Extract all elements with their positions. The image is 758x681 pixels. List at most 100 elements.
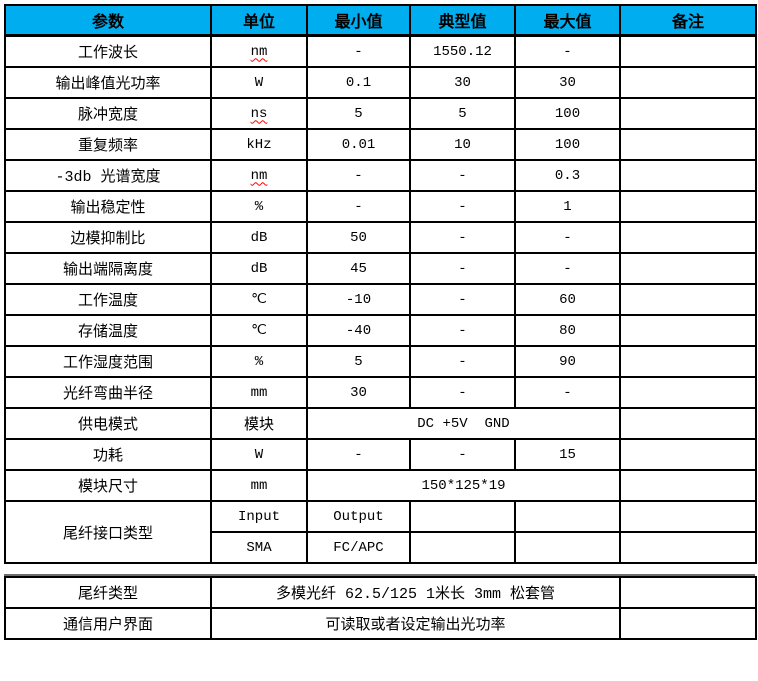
- typ-cell: -: [409, 314, 516, 347]
- merged-value-cell: 150*125*19: [306, 469, 621, 502]
- table-row: 工作湿度范围 % 5 - 90: [4, 345, 757, 378]
- note-cell: [619, 97, 757, 130]
- unit-cell: nm: [210, 34, 308, 68]
- note-cell: [619, 376, 757, 409]
- typ-cell: 5: [409, 97, 516, 130]
- max-cell: 0.3: [514, 159, 621, 192]
- typ-cell: -: [409, 438, 516, 471]
- table-row-interface-1: 尾纤接口类型 Input Output: [4, 500, 757, 564]
- max-cell: -: [514, 376, 621, 409]
- table-row: 重复频率 kHz 0.01 10 100: [4, 128, 757, 161]
- table-row: -3db 光谱宽度 nm - - 0.3: [4, 159, 757, 192]
- max-cell: 100: [514, 128, 621, 161]
- typ-cell: 30: [409, 66, 516, 99]
- unit-cell: dB: [210, 221, 308, 254]
- col-header-typical: 典型值: [409, 4, 516, 37]
- min-cell: -: [306, 159, 411, 192]
- param-cell: 重复频率: [4, 128, 212, 161]
- min-cell: 45: [306, 252, 411, 285]
- unit-cell: 模块: [210, 407, 308, 440]
- param-cell: 脉冲宽度: [4, 97, 212, 130]
- max-cell: -: [514, 252, 621, 285]
- min-cell: -: [306, 190, 411, 223]
- max-cell: -: [514, 34, 621, 68]
- min-cell: -10: [306, 283, 411, 316]
- table-row: 存储温度 ℃ -40 - 80: [4, 314, 757, 347]
- col-header-max: 最大值: [514, 4, 621, 37]
- min-cell: -40: [306, 314, 411, 347]
- param-cell: 光纤弯曲半径: [4, 376, 212, 409]
- unit-cell: kHz: [210, 128, 308, 161]
- typ-cell: -: [409, 376, 516, 409]
- unit-cell: ℃: [210, 314, 308, 347]
- param-cell: -3db 光谱宽度: [4, 159, 212, 192]
- table-row: 输出峰值光功率 W 0.1 30 30: [4, 66, 757, 99]
- header-row: 参数 单位 最小值 典型值 最大值 备注: [4, 4, 757, 37]
- max-cell: 60: [514, 283, 621, 316]
- table-row-power-mode: 供电模式 模块 DC +5V GND: [4, 407, 757, 440]
- unit-cell: mm: [210, 469, 308, 502]
- note-cell: [619, 66, 757, 99]
- typ-cell: -: [409, 283, 516, 316]
- page: 参数 单位 最小值 典型值 最大值 备注 工作波长 nm - 1550.12 -…: [4, 4, 757, 640]
- merged-value-cell: DC +5V GND: [306, 407, 621, 440]
- min-cell: 5: [306, 97, 411, 130]
- param-cell: 供电模式: [4, 407, 212, 440]
- max-cell: 80: [514, 314, 621, 347]
- interface-output-type-cell: FC/APC: [306, 531, 411, 564]
- separator-line: [4, 574, 755, 576]
- min-cell: -: [306, 34, 411, 68]
- unit-cell: %: [210, 345, 308, 378]
- note-cell: [619, 314, 757, 347]
- note-cell: [619, 438, 757, 471]
- typ-cell: 1550.12: [409, 34, 516, 68]
- table-row-module-size: 模块尺寸 mm 150*125*19: [4, 469, 757, 502]
- interface-input-cell: Input: [210, 500, 308, 533]
- note-cell: [619, 190, 757, 223]
- param-cell: 通信用户界面: [4, 607, 212, 640]
- note-cell: [619, 128, 757, 161]
- table-row: 光纤弯曲半径 mm 30 - -: [4, 376, 757, 409]
- table-row-interface-2: SMA FC/APC: [5, 531, 757, 564]
- min-cell: 5: [306, 345, 411, 378]
- max-cell: [514, 531, 621, 564]
- unit-cell: W: [210, 438, 308, 471]
- spec-table: 参数 单位 最小值 典型值 最大值 备注 工作波长 nm - 1550.12 -…: [4, 4, 757, 564]
- note-cell: [619, 607, 757, 640]
- table-row-pigtail-type: 尾纤类型 多模光纤 62.5/125 1米长 3mm 松套管: [4, 576, 757, 609]
- min-cell: 0.1: [306, 66, 411, 99]
- param-cell: 尾纤接口类型: [4, 500, 212, 564]
- table-row: 脉冲宽度 ns 5 5 100: [4, 97, 757, 130]
- param-cell: 输出端隔离度: [4, 252, 212, 285]
- note-cell: [619, 345, 757, 378]
- typ-cell: 10: [409, 128, 516, 161]
- min-cell: -: [306, 438, 411, 471]
- table-row: 输出端隔离度 dB 45 - -: [4, 252, 757, 285]
- pigtail-info-table: 尾纤类型 多模光纤 62.5/125 1米长 3mm 松套管 通信用户界面 可读…: [4, 576, 757, 640]
- col-header-parameter: 参数: [4, 4, 212, 37]
- max-cell: 30: [514, 66, 621, 99]
- param-cell: 输出峰值光功率: [4, 66, 212, 99]
- table-row: 工作温度 ℃ -10 - 60: [4, 283, 757, 316]
- unit-cell: W: [210, 66, 308, 99]
- max-cell: 100: [514, 97, 621, 130]
- typ-cell: -: [409, 345, 516, 378]
- unit-cell: nm: [210, 159, 308, 192]
- param-cell: 工作湿度范围: [4, 345, 212, 378]
- table-row: 边模抑制比 dB 50 - -: [4, 221, 757, 254]
- typ-cell: -: [409, 252, 516, 285]
- unit-cell: ns: [210, 97, 308, 130]
- table-row-comm-interface: 通信用户界面 可读取或者设定输出光功率: [4, 607, 757, 640]
- max-cell: 15: [514, 438, 621, 471]
- note-cell: [619, 221, 757, 254]
- typ-cell: -: [409, 159, 516, 192]
- max-cell: [514, 500, 621, 533]
- typ-cell: -: [409, 221, 516, 254]
- unit-cell: ℃: [210, 283, 308, 316]
- col-header-unit: 单位: [210, 4, 308, 37]
- param-cell: 功耗: [4, 438, 212, 471]
- note-cell: [619, 500, 757, 533]
- min-cell: 0.01: [306, 128, 411, 161]
- col-header-note: 备注: [619, 4, 757, 37]
- param-cell: 工作波长: [4, 34, 212, 68]
